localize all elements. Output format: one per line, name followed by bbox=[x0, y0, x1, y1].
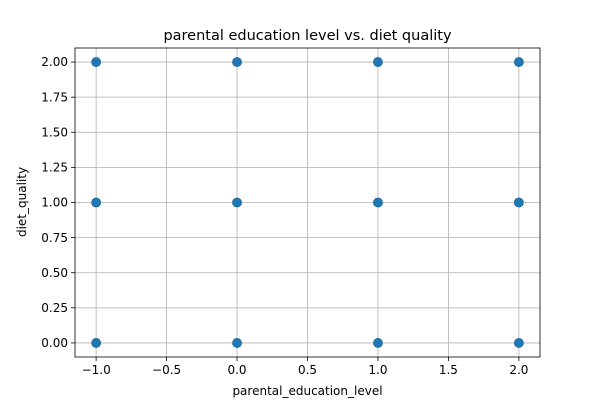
y-tick-label: 2.00 bbox=[41, 55, 68, 69]
y-axis-label: diet_quality bbox=[15, 167, 29, 237]
data-points bbox=[91, 57, 524, 348]
y-tick-label: 1.25 bbox=[41, 161, 68, 175]
data-point bbox=[232, 197, 242, 208]
data-point bbox=[91, 338, 102, 348]
data-point bbox=[232, 338, 242, 348]
x-axis-label: parental_education_level bbox=[232, 384, 382, 398]
x-tick-label: 2.0 bbox=[509, 363, 528, 377]
x-tick-label: −1.0 bbox=[82, 363, 111, 377]
x-tick-label: 1.5 bbox=[439, 363, 458, 377]
data-point bbox=[513, 338, 524, 348]
x-tick-label: 0.5 bbox=[298, 363, 317, 377]
y-tick-label: 1.00 bbox=[41, 196, 68, 210]
y-tick-label: 1.50 bbox=[41, 125, 68, 139]
y-tick-label: 0.25 bbox=[41, 301, 68, 315]
grid bbox=[75, 48, 540, 357]
data-point bbox=[373, 197, 383, 208]
ticks: −1.0 −0.5 0.0 0.5 1.0 1.5 2.0 0.00 0.25 0.50 0.75 1… bbox=[41, 55, 528, 377]
data-point bbox=[513, 197, 524, 208]
y-tick-label: 0.50 bbox=[41, 266, 68, 280]
data-point bbox=[373, 57, 383, 67]
x-tick-label: −0.5 bbox=[152, 363, 181, 377]
data-point bbox=[513, 57, 524, 67]
x-tick-label: 1.0 bbox=[368, 363, 387, 377]
y-tick-label: 0.75 bbox=[41, 231, 68, 245]
x-tick-label: 0.0 bbox=[227, 363, 246, 377]
data-point bbox=[373, 338, 383, 348]
data-point bbox=[91, 57, 102, 67]
chart-title: parental education level vs. diet qualit… bbox=[163, 28, 452, 44]
data-point bbox=[232, 57, 242, 67]
data-point bbox=[91, 197, 102, 208]
y-tick-label: 0.00 bbox=[41, 336, 68, 350]
y-tick-label: 1.75 bbox=[41, 90, 68, 104]
